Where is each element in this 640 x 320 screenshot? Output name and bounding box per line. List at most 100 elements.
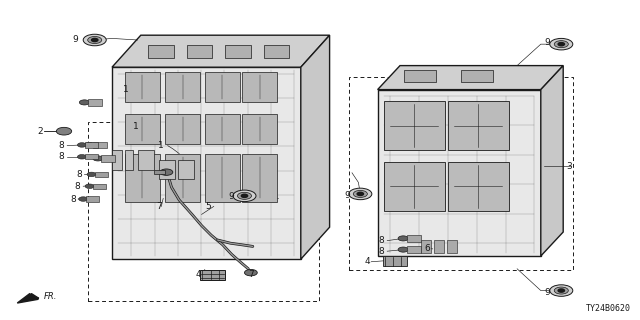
Circle shape: [83, 34, 106, 46]
Bar: [384, 162, 445, 211]
Text: 8: 8: [379, 247, 384, 256]
Circle shape: [233, 190, 256, 202]
Bar: [93, 142, 107, 148]
Bar: [448, 101, 509, 150]
Bar: [448, 162, 509, 211]
Text: 9: 9: [345, 191, 350, 200]
Circle shape: [77, 143, 86, 147]
Text: TY24B0620: TY24B0620: [586, 304, 630, 313]
Bar: [421, 240, 431, 253]
Text: 3: 3: [567, 162, 572, 171]
Circle shape: [237, 192, 252, 199]
Text: 1: 1: [123, 85, 128, 94]
Circle shape: [550, 285, 573, 296]
Bar: [200, 270, 225, 280]
Bar: [88, 99, 102, 106]
Polygon shape: [112, 35, 330, 67]
Bar: [205, 114, 240, 144]
Circle shape: [550, 38, 573, 50]
Bar: [225, 45, 251, 58]
FancyArrow shape: [17, 294, 39, 303]
Circle shape: [554, 41, 568, 48]
Bar: [148, 45, 174, 58]
Bar: [112, 67, 301, 259]
Bar: [404, 70, 436, 83]
Circle shape: [353, 190, 367, 197]
Circle shape: [554, 287, 568, 294]
Bar: [383, 256, 407, 266]
Circle shape: [84, 142, 95, 148]
Circle shape: [79, 197, 88, 201]
Text: 7: 7: [248, 270, 253, 279]
Circle shape: [398, 236, 408, 241]
Bar: [154, 170, 165, 174]
Bar: [264, 45, 289, 58]
Text: 5: 5: [206, 202, 211, 211]
Circle shape: [87, 172, 96, 177]
Text: FR.: FR.: [44, 292, 57, 301]
Text: 9: 9: [73, 35, 78, 44]
Circle shape: [241, 194, 248, 197]
Text: 8: 8: [70, 195, 76, 204]
Bar: [407, 235, 421, 242]
Circle shape: [558, 43, 564, 46]
Bar: [112, 150, 122, 170]
Circle shape: [93, 156, 103, 161]
Bar: [125, 150, 133, 170]
Bar: [165, 154, 200, 202]
Text: 8: 8: [379, 236, 384, 245]
Bar: [384, 101, 445, 150]
Text: 9: 9: [545, 288, 550, 297]
Text: 8: 8: [59, 152, 64, 161]
Bar: [88, 122, 319, 301]
Bar: [205, 154, 240, 202]
Bar: [205, 72, 240, 102]
Bar: [165, 114, 200, 144]
Text: 1: 1: [133, 122, 138, 131]
Polygon shape: [301, 35, 330, 259]
Bar: [461, 70, 493, 83]
Text: 4: 4: [196, 270, 201, 279]
Bar: [378, 90, 541, 256]
Circle shape: [357, 192, 364, 196]
Polygon shape: [378, 66, 563, 90]
Text: 4: 4: [365, 257, 370, 266]
Bar: [86, 196, 99, 202]
Circle shape: [349, 188, 372, 200]
Circle shape: [77, 155, 86, 159]
Text: 1: 1: [159, 141, 164, 150]
Bar: [85, 142, 98, 148]
Text: 2: 2: [37, 127, 42, 136]
Circle shape: [88, 36, 102, 44]
Bar: [447, 240, 457, 253]
Bar: [95, 172, 108, 177]
Circle shape: [92, 38, 98, 42]
Text: 7: 7: [156, 202, 161, 211]
Bar: [178, 160, 194, 179]
Text: 8: 8: [77, 170, 82, 179]
Circle shape: [56, 127, 72, 135]
Circle shape: [244, 269, 257, 276]
Bar: [242, 114, 277, 144]
Circle shape: [160, 169, 173, 175]
Bar: [85, 154, 98, 159]
Bar: [242, 154, 277, 202]
Bar: [159, 160, 175, 179]
Text: 8: 8: [59, 141, 64, 150]
Text: 6: 6: [425, 244, 430, 253]
Bar: [138, 150, 154, 170]
Text: 8: 8: [74, 182, 79, 191]
Bar: [125, 114, 160, 144]
Bar: [93, 184, 106, 189]
Bar: [125, 72, 160, 102]
Bar: [125, 154, 160, 202]
Bar: [242, 72, 277, 102]
Circle shape: [558, 289, 564, 292]
Circle shape: [85, 184, 94, 188]
Circle shape: [79, 100, 90, 105]
Bar: [101, 155, 115, 162]
Bar: [187, 45, 212, 58]
Polygon shape: [541, 66, 563, 256]
Circle shape: [398, 247, 408, 252]
Bar: [165, 72, 200, 102]
